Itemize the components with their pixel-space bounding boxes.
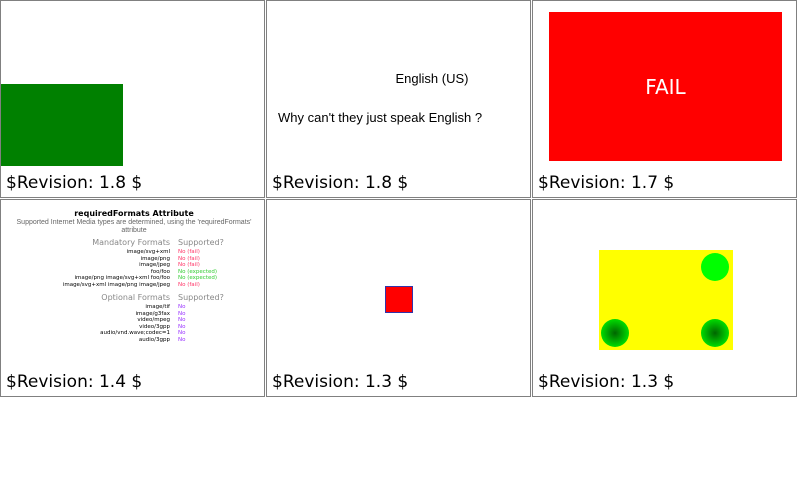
format-result: No (178, 317, 186, 324)
optional-formats: image/tif image/g3fax video/mpeg video/3gpp… (100, 304, 170, 344)
revision-label: $Revision: 1.4 $ (6, 372, 143, 392)
revision-label: $Revision: 1.8 $ (272, 173, 409, 193)
red-square (385, 286, 413, 313)
format-result: No (178, 304, 186, 310)
format-name: image/svg+xml image/png image/jpeg (62, 281, 170, 288)
format-result: No (178, 336, 186, 343)
optional-results: No No No No No No (178, 304, 185, 344)
green-circle (701, 253, 729, 281)
format-name: video/mpeg (137, 317, 170, 324)
revision-label: $Revision: 1.3 $ (538, 372, 675, 392)
format-result: No (178, 330, 186, 337)
format-name: image/png image/svg+xml foo/foo (74, 275, 170, 282)
format-name: video/3gpp (139, 323, 170, 330)
format-result: No (fail) (178, 255, 200, 262)
language-label: English (US) (395, 71, 469, 86)
revision-label: $Revision: 1.7 $ (538, 173, 675, 193)
format-name: image/svg+xml (126, 249, 170, 255)
format-result: No (fail) (178, 281, 200, 288)
format-name: audio/3gpp (138, 336, 170, 343)
mandatory-results: No (fail) No (fail) No (fail) No (expected)… (178, 249, 217, 289)
mandatory-formats: image/svg+xml image/png image/jpeg foo/foo i… (63, 249, 170, 289)
gradient-circle (701, 319, 729, 347)
formats-title: requiredFormats Attribute (74, 209, 194, 218)
gradient-circle (601, 319, 629, 347)
format-name: image/g3fax (135, 310, 170, 317)
format-result: No (178, 310, 186, 317)
test-cell-2: English (US) Why can't they just speak E… (266, 0, 531, 198)
test-cell-1: $Revision: 1.8 $ (0, 0, 265, 198)
green-rect (1, 84, 123, 166)
format-name: image/tif (145, 304, 170, 310)
test-cell-4: requiredFormats Attribute Supported Inte… (0, 199, 265, 397)
revision-label: $Revision: 1.3 $ (272, 372, 409, 392)
test-cell-6: $Revision: 1.3 $ (532, 199, 797, 397)
mandatory-header: Mandatory Formats (92, 238, 170, 247)
revision-label: $Revision: 1.8 $ (6, 173, 143, 193)
format-result: No (fail) (178, 249, 200, 255)
optional-header: Optional Formats (101, 293, 170, 302)
format-name: foo/foo (150, 268, 170, 275)
format-result: No (178, 323, 186, 330)
format-name: audio/vnd.wave;codec=1 (100, 330, 170, 337)
test-cell-5: $Revision: 1.3 $ (266, 199, 531, 397)
message-text: Why can't they just speak English ? (278, 110, 483, 125)
fail-text: FAIL (645, 74, 686, 99)
format-result: No (fail) (178, 262, 200, 269)
format-result: No (expected) (178, 275, 217, 282)
format-name: image/png (140, 255, 170, 262)
format-name: image/jpeg (139, 262, 170, 269)
test-cell-3: FAIL $Revision: 1.7 $ (532, 0, 797, 198)
fail-rect: FAIL (549, 12, 782, 161)
yellow-scene (599, 250, 733, 350)
supported-header: Supported? (178, 238, 224, 247)
format-result: No (expected) (178, 268, 217, 275)
formats-subtitle: Supported Internet Media types are deter… (16, 219, 252, 234)
supported-header-2: Supported? (178, 293, 224, 302)
